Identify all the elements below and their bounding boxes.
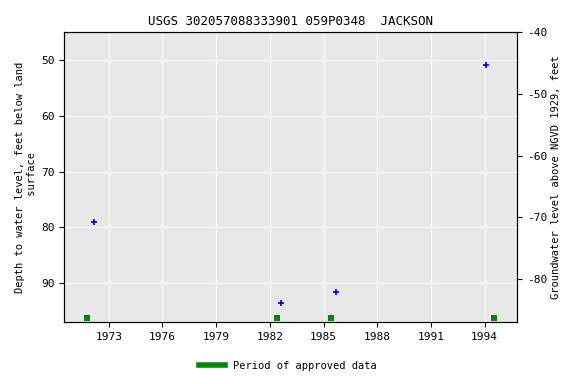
Y-axis label: Depth to water level, feet below land
 surface: Depth to water level, feet below land su… (15, 61, 37, 293)
Y-axis label: Groundwater level above NGVD 1929, feet: Groundwater level above NGVD 1929, feet (551, 55, 561, 299)
Legend: Period of approved data: Period of approved data (195, 357, 381, 375)
Title: USGS 302057088333901 059P0348  JACKSON: USGS 302057088333901 059P0348 JACKSON (148, 15, 433, 28)
